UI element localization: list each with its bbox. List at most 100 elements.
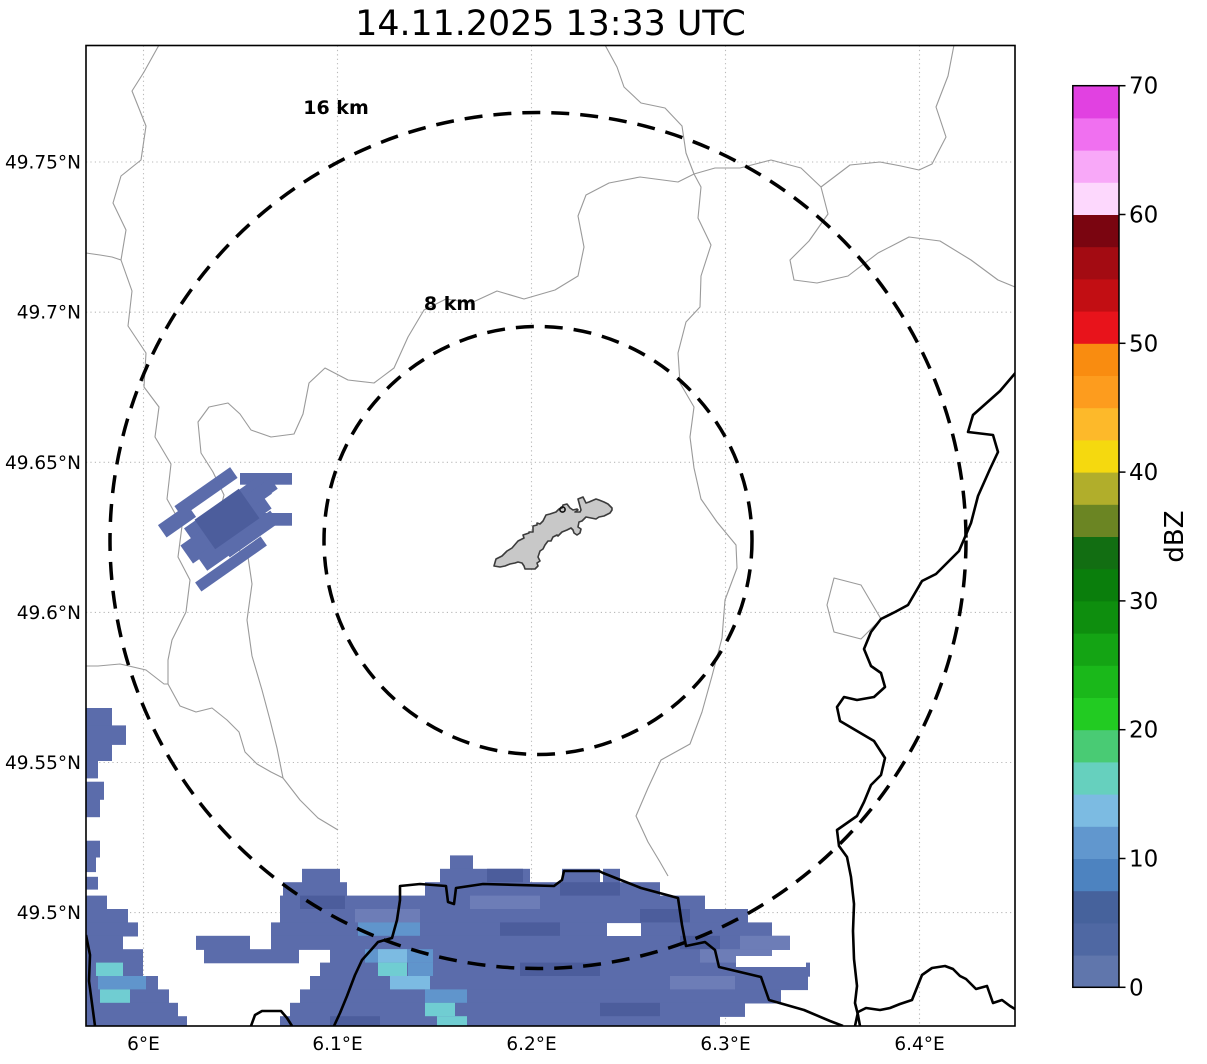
border-river-line [835,371,1015,1026]
radar-echo-bin [86,799,100,818]
axes-frame [85,44,1016,1027]
radar-echo-bin [302,868,340,883]
radar-echo-bin [86,840,100,858]
radar-echo-bin [86,1002,178,1017]
radar-echo-bin [86,760,98,779]
radar-echo-bin [86,1016,187,1026]
admin-boundary-line [604,45,695,175]
echo-gap [607,927,641,936]
colorbar-band [1072,407,1119,441]
radar-echo-bin [300,895,345,910]
radar-echo-bin [670,976,735,991]
admin-boundary-line [197,173,695,779]
airport-outline [493,496,613,570]
admin-boundary-line [112,45,339,831]
radar-echo-bin [204,949,299,964]
range-ring-label: 16 km [303,97,369,119]
colorbar-tick-label: 70 [1129,74,1158,100]
radar-echo-bin [300,989,781,1004]
colorbar-tick-label: 60 [1129,203,1158,229]
radar-echo-bin [86,909,128,924]
radar-echo-bin [96,962,123,977]
colorbar-band [1072,504,1119,537]
radar-echo-bin [330,1016,380,1026]
airport-polygon [493,496,613,570]
colorbar-band [1072,729,1119,763]
radar-echo-bin [290,1002,745,1017]
colorbar-band [1072,794,1119,827]
colorbar-frame [1072,84,1120,989]
radar-echoes [86,467,810,1026]
radar-echo-bin [450,855,473,870]
colorbar-band [1072,246,1119,280]
colorbar-tick-label: 50 [1129,331,1158,357]
colorbar-band [1072,955,1119,988]
colorbar-band [1072,536,1119,570]
colorbar-tick-label: 40 [1129,460,1158,486]
radar-echo-bin [86,876,98,890]
colorbar-band [1072,85,1119,119]
y-tick-label: 49.55°N [5,753,81,774]
colorbar-band [1072,826,1119,859]
colorbar-band [1072,214,1119,248]
echo-gap [198,1004,251,1011]
figure-title: 14.11.2025 13:33 UTC [355,4,746,44]
radar-echo-bin [390,976,430,991]
radar-echo-bin [641,922,772,937]
radar-echo-bin [157,504,197,538]
colorbar-band [1072,922,1119,956]
colorbar-band [1072,761,1119,795]
radar-echo-bin [86,935,123,950]
radar-echo-bin [86,781,104,800]
y-tick-label: 49.6°N [17,603,81,624]
colorbar-band [1072,150,1119,183]
radar-echo-bin [240,473,292,485]
radar-echo-bin [86,708,112,727]
range-ring-circle [108,110,968,971]
x-tick-label: 6.3°E [700,1034,750,1055]
radar-echo-bin [86,895,107,910]
colorbar-band [1072,472,1119,505]
colorbar-axis-label: dBZ [1160,510,1190,562]
radar-echo-bin [437,1016,467,1026]
x-tick-label: 6.2°E [506,1034,556,1055]
radar-echo-bin [500,922,560,937]
colorbar-band [1072,600,1119,634]
border-river-line [853,964,1015,1026]
border-river-line [86,934,97,1026]
country-borders-rivers [86,371,1015,1026]
colorbar-band [1072,439,1119,473]
border-river-line [249,1009,294,1026]
radar-echo-bin [280,1016,720,1026]
x-tick-labels: 6°E 6.1°E 6.2°E 6.3°E 6.4°E [127,1034,945,1055]
radar-echo-bin [358,922,420,937]
colorbar-tick-label: 0 [1129,975,1144,1001]
radar-echo-bin [425,1002,455,1017]
colorbar-band [1072,568,1119,602]
radar-echo-bin [283,882,347,897]
admin-boundary-line [635,173,738,877]
colorbar-band [1072,633,1119,666]
admin-boundary-line [693,159,1015,288]
border-river-line [332,869,844,1026]
radar-echo-bin [600,1002,660,1017]
range-rings: 16 km 8 km [108,97,968,971]
admin-boundary-line [86,663,168,685]
colorbar-band [1072,858,1119,892]
y-tick-label: 49.65°N [5,453,81,474]
colorbar-tick-label: 30 [1129,589,1158,615]
y-tick-label: 49.75°N [5,153,81,174]
radar-echo-bin [562,868,600,883]
colorbar-tick-label: 10 [1129,847,1158,873]
colorbar-band [1072,375,1119,409]
radar-echo-bin [355,909,420,924]
admin-boundary-line [86,252,122,261]
y-tick-label: 49.7°N [17,303,81,324]
y-tick-labels: 49.75°N 49.7°N 49.65°N 49.6°N 49.55°N 49.5°N [5,153,81,925]
radar-echo-bin [470,895,540,910]
colorbar-band [1072,278,1119,312]
x-tick-label: 6.4°E [894,1034,944,1055]
radar-echo-bin [194,488,260,550]
